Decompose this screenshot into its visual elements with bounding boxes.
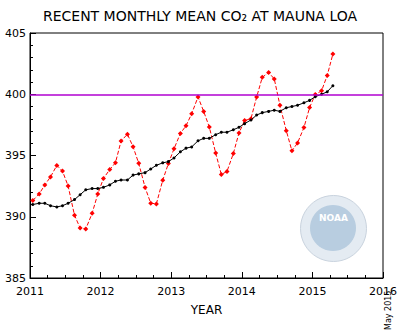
svg-text:400: 400 bbox=[5, 88, 26, 101]
svg-text:405: 405 bbox=[5, 27, 26, 40]
svg-text:NOAA: NOAA bbox=[319, 213, 348, 223]
svg-text:2013: 2013 bbox=[157, 285, 185, 298]
svg-text:2012: 2012 bbox=[87, 285, 115, 298]
svg-text:385: 385 bbox=[5, 272, 26, 285]
svg-text:2014: 2014 bbox=[228, 285, 256, 298]
svg-text:390: 390 bbox=[5, 210, 26, 223]
svg-text:RECENT MONTHLY MEAN CO₂ AT MAU: RECENT MONTHLY MEAN CO₂ AT MAUNA LOA bbox=[43, 8, 358, 24]
svg-text:2016: 2016 bbox=[369, 285, 397, 298]
svg-text:YEAR: YEAR bbox=[190, 303, 222, 317]
svg-text:May 2015: May 2015 bbox=[384, 291, 393, 330]
svg-text:2015: 2015 bbox=[298, 285, 326, 298]
svg-text:2011: 2011 bbox=[16, 285, 44, 298]
svg-text:395: 395 bbox=[5, 149, 26, 162]
